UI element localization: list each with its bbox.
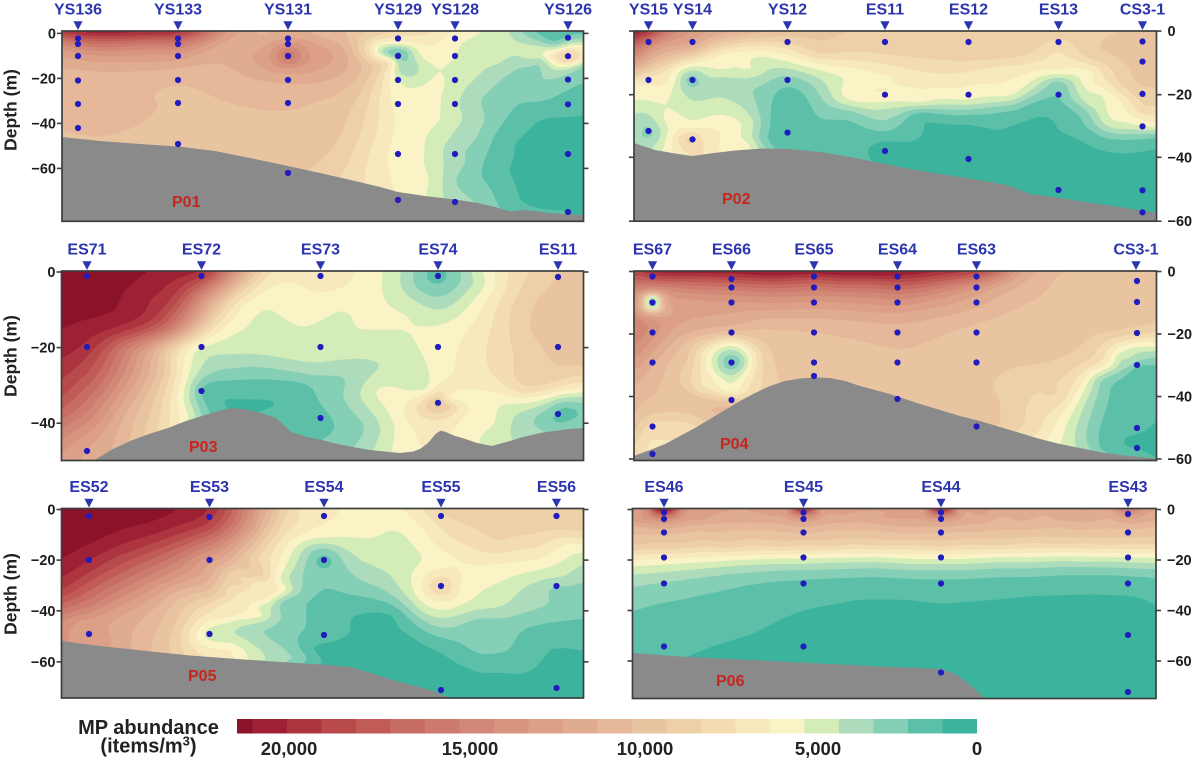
svg-text:−60: −60 bbox=[1167, 654, 1192, 670]
svg-text:MP abundance: MP abundance bbox=[78, 717, 219, 739]
svg-text:P05: P05 bbox=[188, 668, 217, 685]
svg-text:−20: −20 bbox=[1168, 88, 1193, 104]
svg-text:YS15: YS15 bbox=[629, 2, 668, 19]
svg-text:(items/m3): (items/m3) bbox=[100, 734, 196, 758]
svg-text:ES71: ES71 bbox=[67, 242, 106, 259]
svg-text:−20: −20 bbox=[31, 553, 56, 569]
svg-text:0: 0 bbox=[1168, 265, 1176, 281]
svg-text:YS14: YS14 bbox=[673, 2, 712, 19]
svg-text:5,000: 5,000 bbox=[795, 738, 841, 759]
svg-text:−60: −60 bbox=[31, 655, 56, 671]
svg-text:YS136: YS136 bbox=[54, 2, 102, 19]
svg-text:−60: −60 bbox=[1168, 214, 1193, 230]
svg-text:ES54: ES54 bbox=[304, 479, 343, 496]
svg-text:ES43: ES43 bbox=[1108, 479, 1147, 496]
svg-text:ES72: ES72 bbox=[182, 242, 221, 259]
svg-text:ES64: ES64 bbox=[878, 242, 917, 259]
svg-text:0: 0 bbox=[1167, 503, 1175, 519]
svg-text:20,000: 20,000 bbox=[261, 738, 318, 759]
svg-text:ES52: ES52 bbox=[69, 479, 108, 496]
svg-text:CS3-1: CS3-1 bbox=[1120, 2, 1165, 19]
svg-text:YS128: YS128 bbox=[431, 2, 479, 19]
svg-text:ES46: ES46 bbox=[644, 479, 683, 496]
svg-text:ES55: ES55 bbox=[421, 479, 460, 496]
svg-text:−40: −40 bbox=[1168, 150, 1193, 166]
svg-text:P06: P06 bbox=[716, 673, 745, 690]
svg-text:ES73: ES73 bbox=[301, 242, 340, 259]
svg-text:ES11: ES11 bbox=[539, 242, 577, 259]
svg-text:ES13: ES13 bbox=[1039, 2, 1078, 19]
svg-text:P02: P02 bbox=[722, 191, 751, 208]
svg-text:Depth (m): Depth (m) bbox=[1, 553, 21, 635]
svg-text:YS133: YS133 bbox=[154, 2, 202, 19]
svg-text:−20: −20 bbox=[1168, 327, 1193, 343]
svg-text:10,000: 10,000 bbox=[617, 738, 674, 759]
svg-text:ES45: ES45 bbox=[784, 479, 823, 496]
svg-text:YS129: YS129 bbox=[374, 2, 422, 19]
svg-text:0: 0 bbox=[1168, 24, 1176, 40]
svg-text:−40: −40 bbox=[31, 116, 56, 132]
svg-text:Depth (m): Depth (m) bbox=[1, 69, 21, 151]
svg-text:ES11: ES11 bbox=[866, 2, 904, 19]
svg-text:Depth (m): Depth (m) bbox=[1, 315, 21, 397]
svg-text:ES56: ES56 bbox=[537, 479, 576, 496]
svg-text:0: 0 bbox=[48, 26, 56, 42]
svg-text:−40: −40 bbox=[31, 416, 56, 432]
svg-text:−60: −60 bbox=[1168, 452, 1193, 468]
svg-text:−20: −20 bbox=[1167, 553, 1192, 569]
svg-text:ES67: ES67 bbox=[633, 242, 672, 259]
svg-text:P04: P04 bbox=[720, 436, 749, 453]
svg-text:−40: −40 bbox=[1168, 390, 1193, 406]
svg-text:−20: −20 bbox=[31, 71, 56, 87]
svg-text:YS12: YS12 bbox=[768, 2, 807, 19]
svg-text:−20: −20 bbox=[31, 341, 56, 357]
svg-text:CS3-1: CS3-1 bbox=[1113, 242, 1158, 259]
svg-text:ES66: ES66 bbox=[712, 242, 751, 259]
svg-text:−60: −60 bbox=[31, 161, 56, 177]
svg-text:0: 0 bbox=[47, 503, 55, 519]
svg-text:−40: −40 bbox=[31, 604, 56, 620]
svg-text:ES65: ES65 bbox=[794, 242, 833, 259]
svg-text:15,000: 15,000 bbox=[442, 738, 499, 759]
svg-text:YS131: YS131 bbox=[264, 2, 312, 19]
svg-text:ES63: ES63 bbox=[957, 242, 996, 259]
svg-text:0: 0 bbox=[972, 738, 982, 759]
svg-text:ES44: ES44 bbox=[921, 479, 960, 496]
svg-text:YS126: YS126 bbox=[544, 2, 592, 19]
svg-text:P01: P01 bbox=[172, 194, 201, 211]
svg-text:0: 0 bbox=[47, 265, 55, 281]
svg-text:ES12: ES12 bbox=[949, 2, 988, 19]
svg-text:P03: P03 bbox=[189, 439, 218, 456]
svg-text:ES74: ES74 bbox=[418, 242, 457, 259]
svg-text:ES53: ES53 bbox=[190, 479, 229, 496]
svg-text:−40: −40 bbox=[1167, 604, 1192, 620]
